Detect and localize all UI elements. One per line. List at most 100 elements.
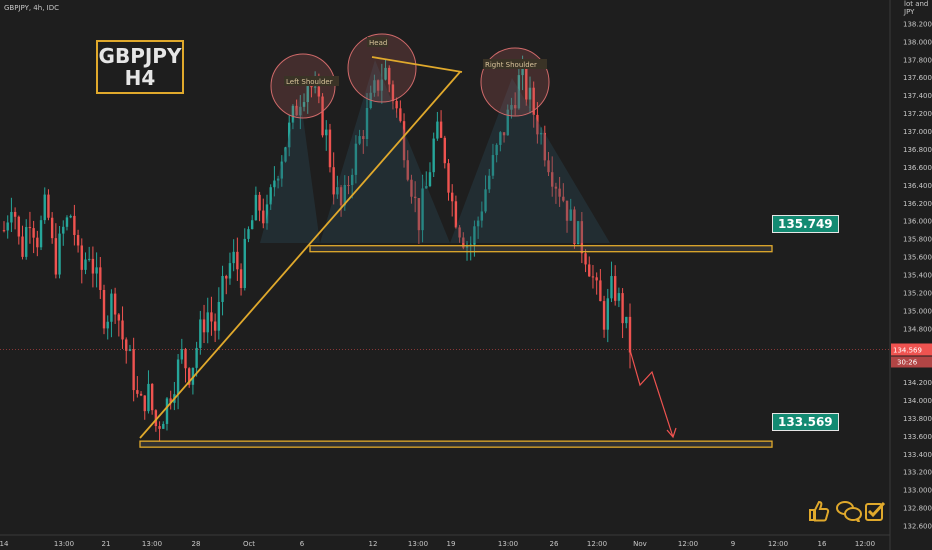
current-price-tag (891, 343, 932, 356)
price-tick-20: 134.200 (903, 379, 932, 387)
candle-body-14 (54, 238, 58, 275)
left-shoulder-label: Left Shoulder (286, 78, 333, 86)
price-tick-9: 136.400 (903, 182, 932, 190)
candle-body-106 (395, 101, 398, 109)
thumbs-up-icon[interactable] (808, 500, 830, 522)
candle-body-34 (128, 349, 132, 351)
check-box-icon[interactable] (864, 500, 886, 522)
candle-body-88 (328, 129, 332, 168)
candle-body-58 (217, 301, 221, 331)
candle-body-103 (384, 67, 387, 80)
candle-body-161 (599, 280, 602, 302)
candle-body-104 (388, 67, 391, 85)
candle-body-66 (247, 229, 250, 239)
candle-body-82 (306, 84, 309, 103)
candle-body-36 (136, 390, 139, 394)
candle-body-125 (465, 246, 469, 248)
candle-body-23 (87, 258, 91, 260)
neckline-zone (309, 245, 773, 253)
candle-body-153 (569, 209, 572, 221)
candle-body-54 (202, 319, 206, 333)
price-tick-25: 133.200 (903, 469, 932, 477)
candle-body-134 (499, 132, 502, 145)
candle-body-72 (269, 187, 272, 205)
candle-body-112 (417, 198, 421, 231)
symbol-name: GBPJPY (98, 44, 182, 68)
candle-body-55 (206, 312, 209, 333)
time-tick-17: 16 (818, 540, 827, 548)
candle-body-26 (99, 267, 102, 290)
time-tick-14: 12:00 (678, 540, 698, 548)
candle-body-84 (313, 86, 317, 88)
candle-body-29 (110, 293, 113, 322)
candle-body-0 (2, 230, 6, 232)
candle-body-131 (488, 175, 491, 190)
candle-body-6 (25, 227, 28, 257)
candle-body-71 (265, 204, 269, 224)
time-tick-7: 12 (369, 540, 378, 548)
candle-body-13 (50, 217, 54, 239)
candle-body-105 (391, 84, 395, 102)
candle-body-139 (517, 75, 521, 109)
price-tick-5: 137.200 (903, 110, 932, 118)
candle-body-74 (276, 178, 280, 181)
candle-body-48 (180, 349, 183, 360)
candle-body-20 (76, 235, 80, 246)
right-shoulder-circle (480, 47, 550, 117)
left-shoulder-tag (284, 76, 339, 86)
candle-body-163 (606, 298, 609, 330)
target-zone (139, 440, 773, 448)
time-tick-11: 26 (550, 540, 559, 548)
candle-body-86 (321, 96, 324, 136)
candle-body-93 (347, 184, 350, 186)
candle-body-115 (428, 172, 432, 187)
candle-body-7 (28, 227, 32, 229)
price-tick-22: 133.800 (903, 415, 932, 423)
candle-body-94 (350, 174, 354, 186)
candle-body-101 (376, 80, 380, 91)
candle-body-63 (236, 251, 239, 270)
chat-bubbles-icon[interactable] (836, 500, 862, 522)
candle-body-75 (280, 161, 284, 179)
candle-body-59 (221, 276, 224, 302)
candle-body-92 (343, 184, 346, 206)
rising-trendline (139, 71, 461, 439)
candle-body-96 (358, 136, 361, 144)
candle-body-133 (495, 144, 498, 156)
candle-body-119 (443, 137, 446, 164)
candle-body-128 (476, 220, 480, 227)
candle-body-138 (513, 105, 517, 109)
candle-body-37 (139, 393, 143, 396)
axis-currency-top: lot and (904, 0, 928, 8)
candle-body-141 (525, 68, 528, 100)
price-tick-11: 136.000 (903, 218, 932, 226)
candle-body-60 (225, 276, 228, 279)
price-tick-12: 135.800 (903, 236, 932, 244)
candle-body-164 (610, 276, 613, 299)
head-trendline (371, 56, 463, 73)
candle-body-25 (95, 267, 98, 274)
candle-body-69 (258, 194, 261, 211)
price-tick-7: 136.800 (903, 146, 932, 154)
ticker-label: GBPJPY, 4h, IDC (4, 4, 59, 12)
candle-body-44 (165, 398, 169, 424)
candle-body-140 (521, 68, 524, 76)
timeframe-label: H4 (124, 66, 156, 90)
right-shoulder-tag (483, 59, 547, 69)
price-tick-6: 137.000 (903, 128, 932, 136)
price-tick-28: 132.600 (903, 523, 932, 531)
price-tick-10: 136.200 (903, 200, 932, 208)
candle-body-168 (625, 316, 628, 324)
candle-body-73 (273, 180, 276, 188)
candle-body-10 (39, 220, 43, 248)
candle-body-3 (13, 211, 17, 217)
candle-body-135 (502, 132, 506, 136)
time-tick-1: 13:00 (54, 540, 74, 548)
candle-body-35 (132, 349, 135, 391)
time-tick-13: Nov (633, 540, 647, 548)
candle-body-21 (80, 245, 83, 270)
time-tick-16: 12:00 (768, 540, 788, 548)
price-tick-16: 135.000 (903, 307, 932, 315)
